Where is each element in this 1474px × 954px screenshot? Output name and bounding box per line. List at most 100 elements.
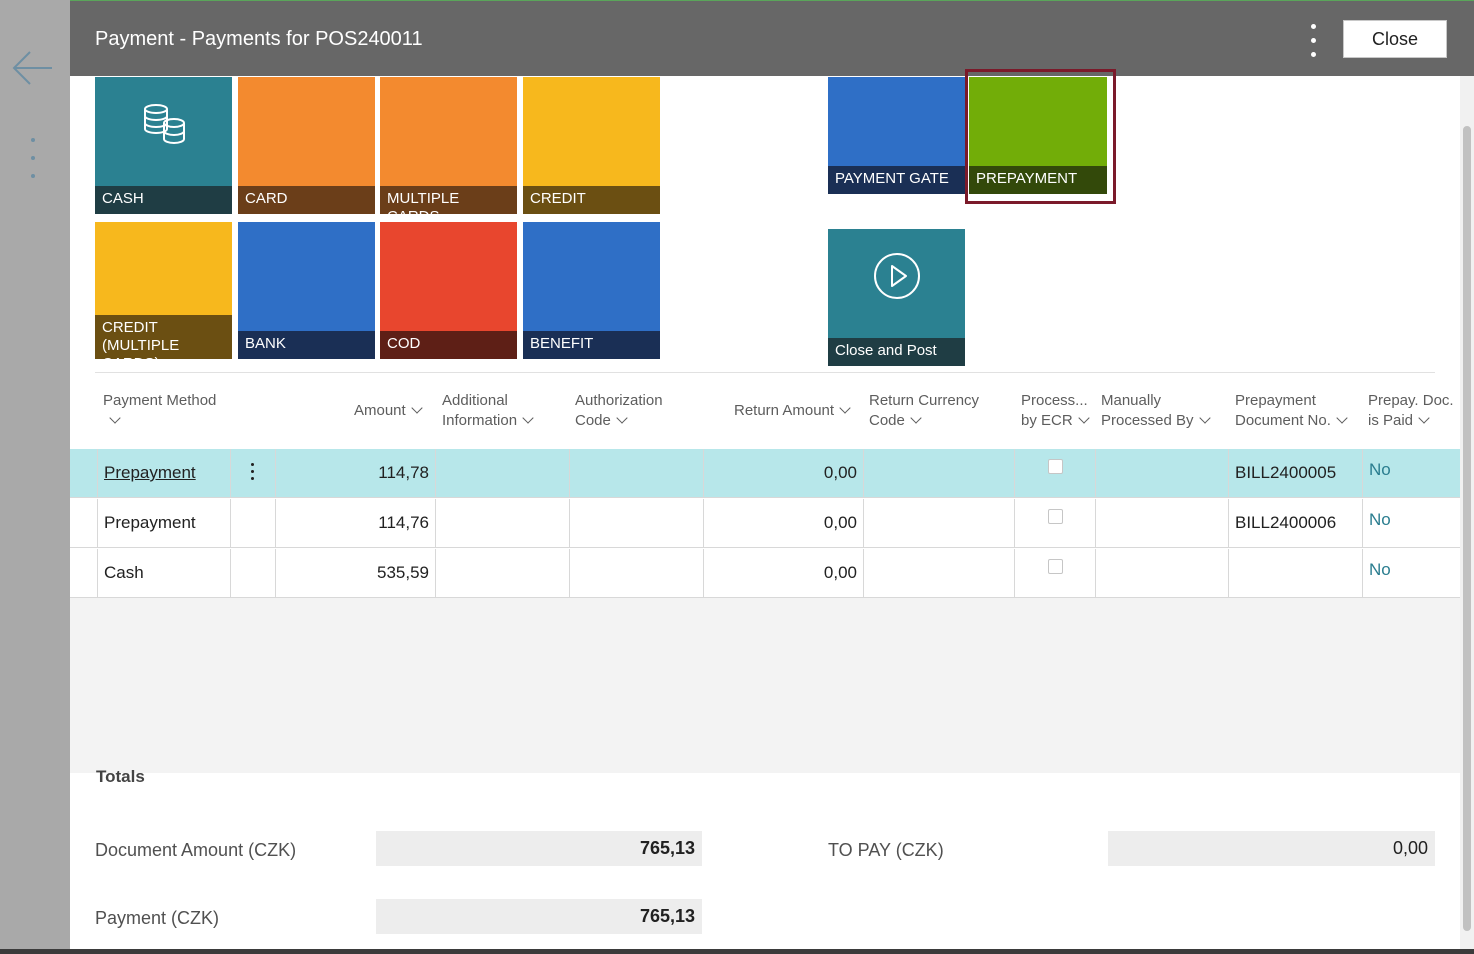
tile-label: PAYMENT GATE <box>828 166 965 194</box>
table-row[interactable]: Cash 535,59 0,00 No <box>70 549 1460 598</box>
side-more-icon[interactable] <box>26 138 40 182</box>
cell-amount[interactable]: 535,59 <box>275 549 435 597</box>
vertical-scrollbar[interactable] <box>1460 76 1474 954</box>
tile-bank[interactable]: BANK <box>238 222 375 359</box>
tile-label: CREDIT <box>523 186 660 214</box>
cell-manually-processed-by[interactable] <box>1095 499 1228 547</box>
tile-cash[interactable]: CASH <box>95 77 232 214</box>
cell-return-currency-code[interactable] <box>863 499 1014 547</box>
col-return-currency-code[interactable]: Return Currency Code <box>869 391 979 431</box>
payment-dialog: Payment - Payments for POS240011 Close C… <box>70 0 1474 954</box>
cell-payment-method[interactable]: Cash <box>97 549 230 597</box>
table-row[interactable]: Prepayment 114,78 0,00 BILL2400005 No <box>70 449 1460 498</box>
col-label: is Paid <box>1368 412 1414 429</box>
is-paid-value[interactable]: No <box>1369 510 1391 529</box>
cell-return-amount[interactable]: 0,00 <box>703 449 863 497</box>
cell-prepay-doc-is-paid[interactable]: No <box>1362 449 1460 497</box>
is-paid-value[interactable]: No <box>1369 560 1391 579</box>
tile-payment-gate[interactable]: PAYMENT GATE <box>828 77 965 194</box>
cell-return-amount[interactable]: 0,00 <box>703 549 863 597</box>
cell-authorization-code[interactable] <box>569 499 703 547</box>
col-prepay-doc-is-paid[interactable]: Prepay. Doc. is Paid <box>1368 391 1454 431</box>
cell-additional-information[interactable] <box>435 549 569 597</box>
cell-prepayment-document-no[interactable] <box>1228 549 1362 597</box>
tile-close-and-post[interactable]: Close and Post <box>828 229 965 366</box>
bottom-bar <box>0 949 1474 954</box>
cell-additional-information[interactable] <box>435 499 569 547</box>
checkbox[interactable] <box>1047 459 1063 474</box>
tile-prepayment[interactable]: PREPAYMENT <box>969 77 1107 194</box>
cell-prepay-doc-is-paid[interactable]: No <box>1362 499 1460 547</box>
col-label: Prepay. Doc. <box>1368 392 1454 409</box>
row-actions[interactable] <box>230 499 275 547</box>
chevron-down-icon <box>839 402 851 414</box>
col-label: Prepayment <box>1235 392 1316 409</box>
tile-benefit[interactable]: BENEFIT <box>523 222 660 359</box>
scrollbar-thumb[interactable] <box>1463 126 1471 931</box>
table-row[interactable]: Prepayment 114,76 0,00 BILL2400006 No <box>70 499 1460 548</box>
cell-additional-information[interactable] <box>435 449 569 497</box>
row-indicator <box>70 549 97 597</box>
row-actions[interactable] <box>230 449 275 497</box>
more-options-icon[interactable] <box>1300 21 1326 61</box>
cell-manually-processed-by[interactable] <box>1095 549 1228 597</box>
col-manually-processed-by[interactable]: Manually Processed By <box>1101 391 1211 431</box>
tile-credit[interactable]: CREDIT <box>523 77 660 214</box>
tile-label: CASH <box>95 186 232 214</box>
cell-prepayment-document-no[interactable]: BILL2400006 <box>1228 499 1362 547</box>
row-actions[interactable] <box>230 549 275 597</box>
to-pay-value: 0,00 <box>1108 831 1435 866</box>
col-prepayment-document-no[interactable]: Prepayment Document No. <box>1235 391 1348 431</box>
cell-manually-processed-by[interactable] <box>1095 449 1228 497</box>
row-menu-icon[interactable] <box>251 463 255 484</box>
cell-prepayment-document-no[interactable]: BILL2400005 <box>1228 449 1362 497</box>
col-label: Code <box>869 412 905 429</box>
cell-return-currency-code[interactable] <box>863 549 1014 597</box>
chevron-down-icon <box>1078 412 1090 424</box>
tile-label: PREPAYMENT <box>969 166 1107 194</box>
chevron-down-icon <box>522 412 534 424</box>
tile-card[interactable]: CARD <box>238 77 375 214</box>
col-payment-method[interactable]: Payment Method <box>103 391 216 431</box>
col-label: Process... <box>1021 392 1088 409</box>
tile-label: CREDIT (MULTIPLE CARDS) <box>95 315 232 359</box>
cell-authorization-code[interactable] <box>569 549 703 597</box>
tile-label: BANK <box>238 331 375 359</box>
payment-method-link[interactable]: Prepayment <box>104 463 196 482</box>
close-button[interactable]: Close <box>1343 20 1447 58</box>
chevron-down-icon <box>1198 412 1211 424</box>
checkbox[interactable] <box>1047 509 1063 524</box>
col-label: by ECR <box>1021 412 1073 429</box>
col-amount[interactable]: Amount <box>354 401 423 421</box>
tile-multiple-cards[interactable]: MULTIPLE CARDS <box>380 77 517 214</box>
col-return-amount[interactable]: Return Amount <box>734 401 851 421</box>
is-paid-value[interactable]: No <box>1369 460 1391 479</box>
document-amount-label: Document Amount (CZK) <box>95 840 297 860</box>
back-arrow-icon[interactable] <box>10 48 56 88</box>
cell-return-amount[interactable]: 0,00 <box>703 499 863 547</box>
col-label: Code <box>575 412 611 429</box>
col-additional-information[interactable]: Additional Information <box>442 391 534 431</box>
cell-amount[interactable]: 114,76 <box>275 499 435 547</box>
cell-authorization-code[interactable] <box>569 449 703 497</box>
cell-return-currency-code[interactable] <box>863 449 1014 497</box>
left-rail <box>0 0 70 954</box>
dialog-header: Payment - Payments for POS240011 Close <box>70 0 1474 76</box>
tile-cod[interactable]: COD <box>380 222 517 359</box>
tile-credit-multiple-cards[interactable]: CREDIT (MULTIPLE CARDS) <box>95 222 232 359</box>
cell-payment-method[interactable]: Prepayment <box>97 499 230 547</box>
chevron-down-icon <box>910 412 922 424</box>
cell-amount[interactable]: 114,78 <box>275 449 435 497</box>
document-amount-value: 765,13 <box>376 831 702 866</box>
payment-label: Payment (CZK) <box>95 908 220 928</box>
row-indicator <box>70 449 97 497</box>
col-processed-by-ecr[interactable]: Process... by ECR <box>1021 391 1090 431</box>
cell-prepay-doc-is-paid[interactable]: No <box>1362 549 1460 597</box>
cell-payment-method[interactable]: Prepayment <box>97 449 230 497</box>
col-label: Processed By <box>1101 412 1194 429</box>
col-authorization-code[interactable]: Authorization Code <box>575 391 663 431</box>
play-icon <box>874 253 920 299</box>
coins-icon <box>144 104 185 144</box>
chevron-down-icon <box>616 412 628 424</box>
checkbox[interactable] <box>1047 559 1063 574</box>
